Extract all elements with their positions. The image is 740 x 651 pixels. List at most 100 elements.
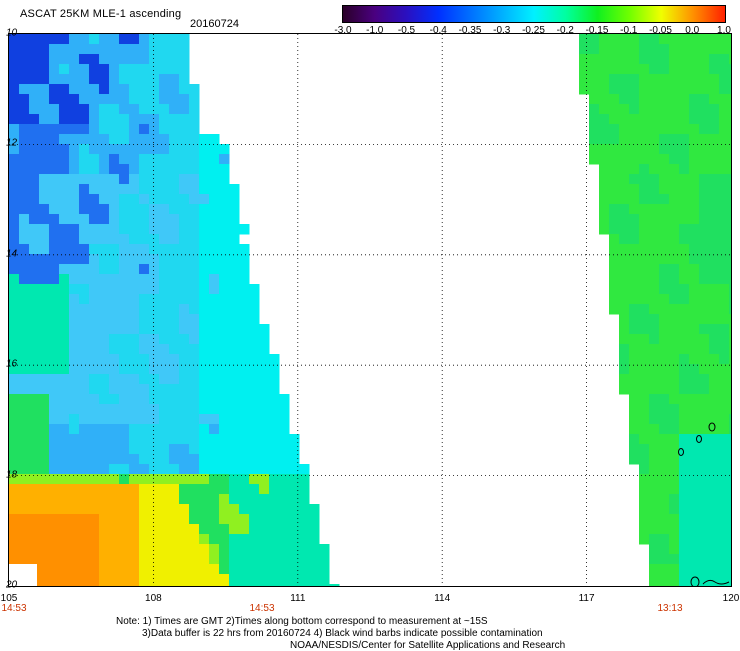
wind-cell — [689, 184, 700, 195]
wind-cell — [719, 524, 730, 535]
wind-cell — [39, 404, 50, 415]
wind-cell — [249, 534, 260, 545]
wind-cell — [9, 74, 20, 85]
wind-cell — [89, 574, 100, 585]
wind-cell — [689, 364, 700, 375]
wind-cell — [289, 554, 300, 565]
wind-cell — [659, 264, 670, 275]
wind-cell — [659, 94, 670, 105]
wind-cell — [299, 554, 310, 565]
wind-cell — [709, 144, 720, 155]
wind-cell — [29, 264, 40, 275]
wind-cell — [159, 434, 170, 445]
wind-cell — [239, 294, 250, 305]
wind-cell — [209, 214, 220, 225]
wind-cell — [219, 304, 230, 315]
wind-cell — [219, 294, 230, 305]
wind-cell — [79, 344, 90, 355]
wind-cell — [199, 394, 210, 405]
wind-cell — [119, 234, 130, 245]
wind-cell — [169, 354, 180, 365]
wind-cell — [189, 114, 200, 125]
wind-cell — [29, 534, 40, 545]
wind-cell — [39, 164, 50, 175]
wind-cell — [19, 494, 30, 505]
wind-cell — [109, 364, 120, 375]
wind-cell — [669, 104, 680, 115]
wind-cell — [29, 124, 40, 135]
wind-cell — [709, 174, 720, 185]
wind-cell — [679, 344, 690, 355]
wind-cell — [159, 74, 170, 85]
wind-cell — [679, 294, 690, 305]
wind-cell — [149, 84, 160, 95]
wind-cell — [139, 534, 150, 545]
wind-cell — [79, 474, 90, 485]
wind-cell — [9, 224, 20, 235]
wind-cell — [179, 504, 190, 515]
wind-cell — [79, 494, 90, 505]
wind-cell — [159, 144, 170, 155]
wind-cell — [719, 64, 730, 75]
wind-cell — [179, 164, 190, 175]
wind-cell — [169, 404, 180, 415]
wind-cell — [279, 554, 290, 565]
wind-cell — [649, 294, 660, 305]
wind-cell — [179, 34, 190, 45]
wind-cell — [239, 514, 250, 525]
wind-cell — [159, 524, 170, 535]
wind-cell — [89, 164, 100, 175]
wind-cell — [169, 414, 180, 425]
wind-cell — [709, 484, 720, 495]
wind-cell — [139, 354, 150, 365]
wind-cell — [149, 264, 160, 275]
wind-cell — [19, 264, 30, 275]
wind-cell — [79, 294, 90, 305]
wind-cell — [729, 344, 740, 355]
wind-cell — [709, 504, 720, 515]
wind-cell — [259, 354, 270, 365]
wind-cell — [679, 404, 690, 415]
wind-cell — [29, 54, 40, 65]
wind-cell — [689, 244, 700, 255]
wind-cell — [219, 354, 230, 365]
wind-cell — [249, 494, 260, 505]
wind-cell — [299, 544, 310, 555]
wind-cell — [209, 384, 220, 395]
wind-cell — [59, 244, 70, 255]
wind-cell — [659, 404, 670, 415]
wind-cell — [139, 414, 150, 425]
wind-cell — [609, 114, 620, 125]
colorbar-tick-label: -0.3 — [493, 25, 511, 36]
wind-cell — [69, 264, 80, 275]
wind-cell — [159, 514, 170, 525]
wind-cell — [19, 274, 30, 285]
wind-cell — [159, 124, 170, 135]
wind-cell — [239, 454, 250, 465]
wind-cell — [29, 434, 40, 445]
wind-cell — [89, 454, 100, 465]
wind-cell — [69, 224, 80, 235]
wind-cell — [99, 514, 110, 525]
wind-cell — [149, 184, 160, 195]
wind-cell — [699, 334, 710, 345]
wind-cell — [699, 394, 710, 405]
wind-cell — [589, 114, 600, 125]
wind-cell — [609, 284, 620, 295]
wind-cell — [119, 444, 130, 455]
wind-cell — [709, 34, 720, 45]
wind-cell — [129, 254, 140, 265]
wind-cell — [699, 84, 710, 95]
wind-cell — [169, 204, 180, 215]
wind-cell — [189, 274, 200, 285]
wind-cell — [209, 434, 220, 445]
wind-cell — [629, 184, 640, 195]
wind-cell — [199, 354, 210, 365]
wind-cell — [49, 154, 60, 165]
wind-cell — [719, 44, 730, 55]
wind-cell — [179, 564, 190, 575]
wind-cell — [629, 234, 640, 245]
wind-cell — [669, 424, 680, 435]
wind-cell — [119, 94, 130, 105]
wind-cell — [659, 44, 670, 55]
